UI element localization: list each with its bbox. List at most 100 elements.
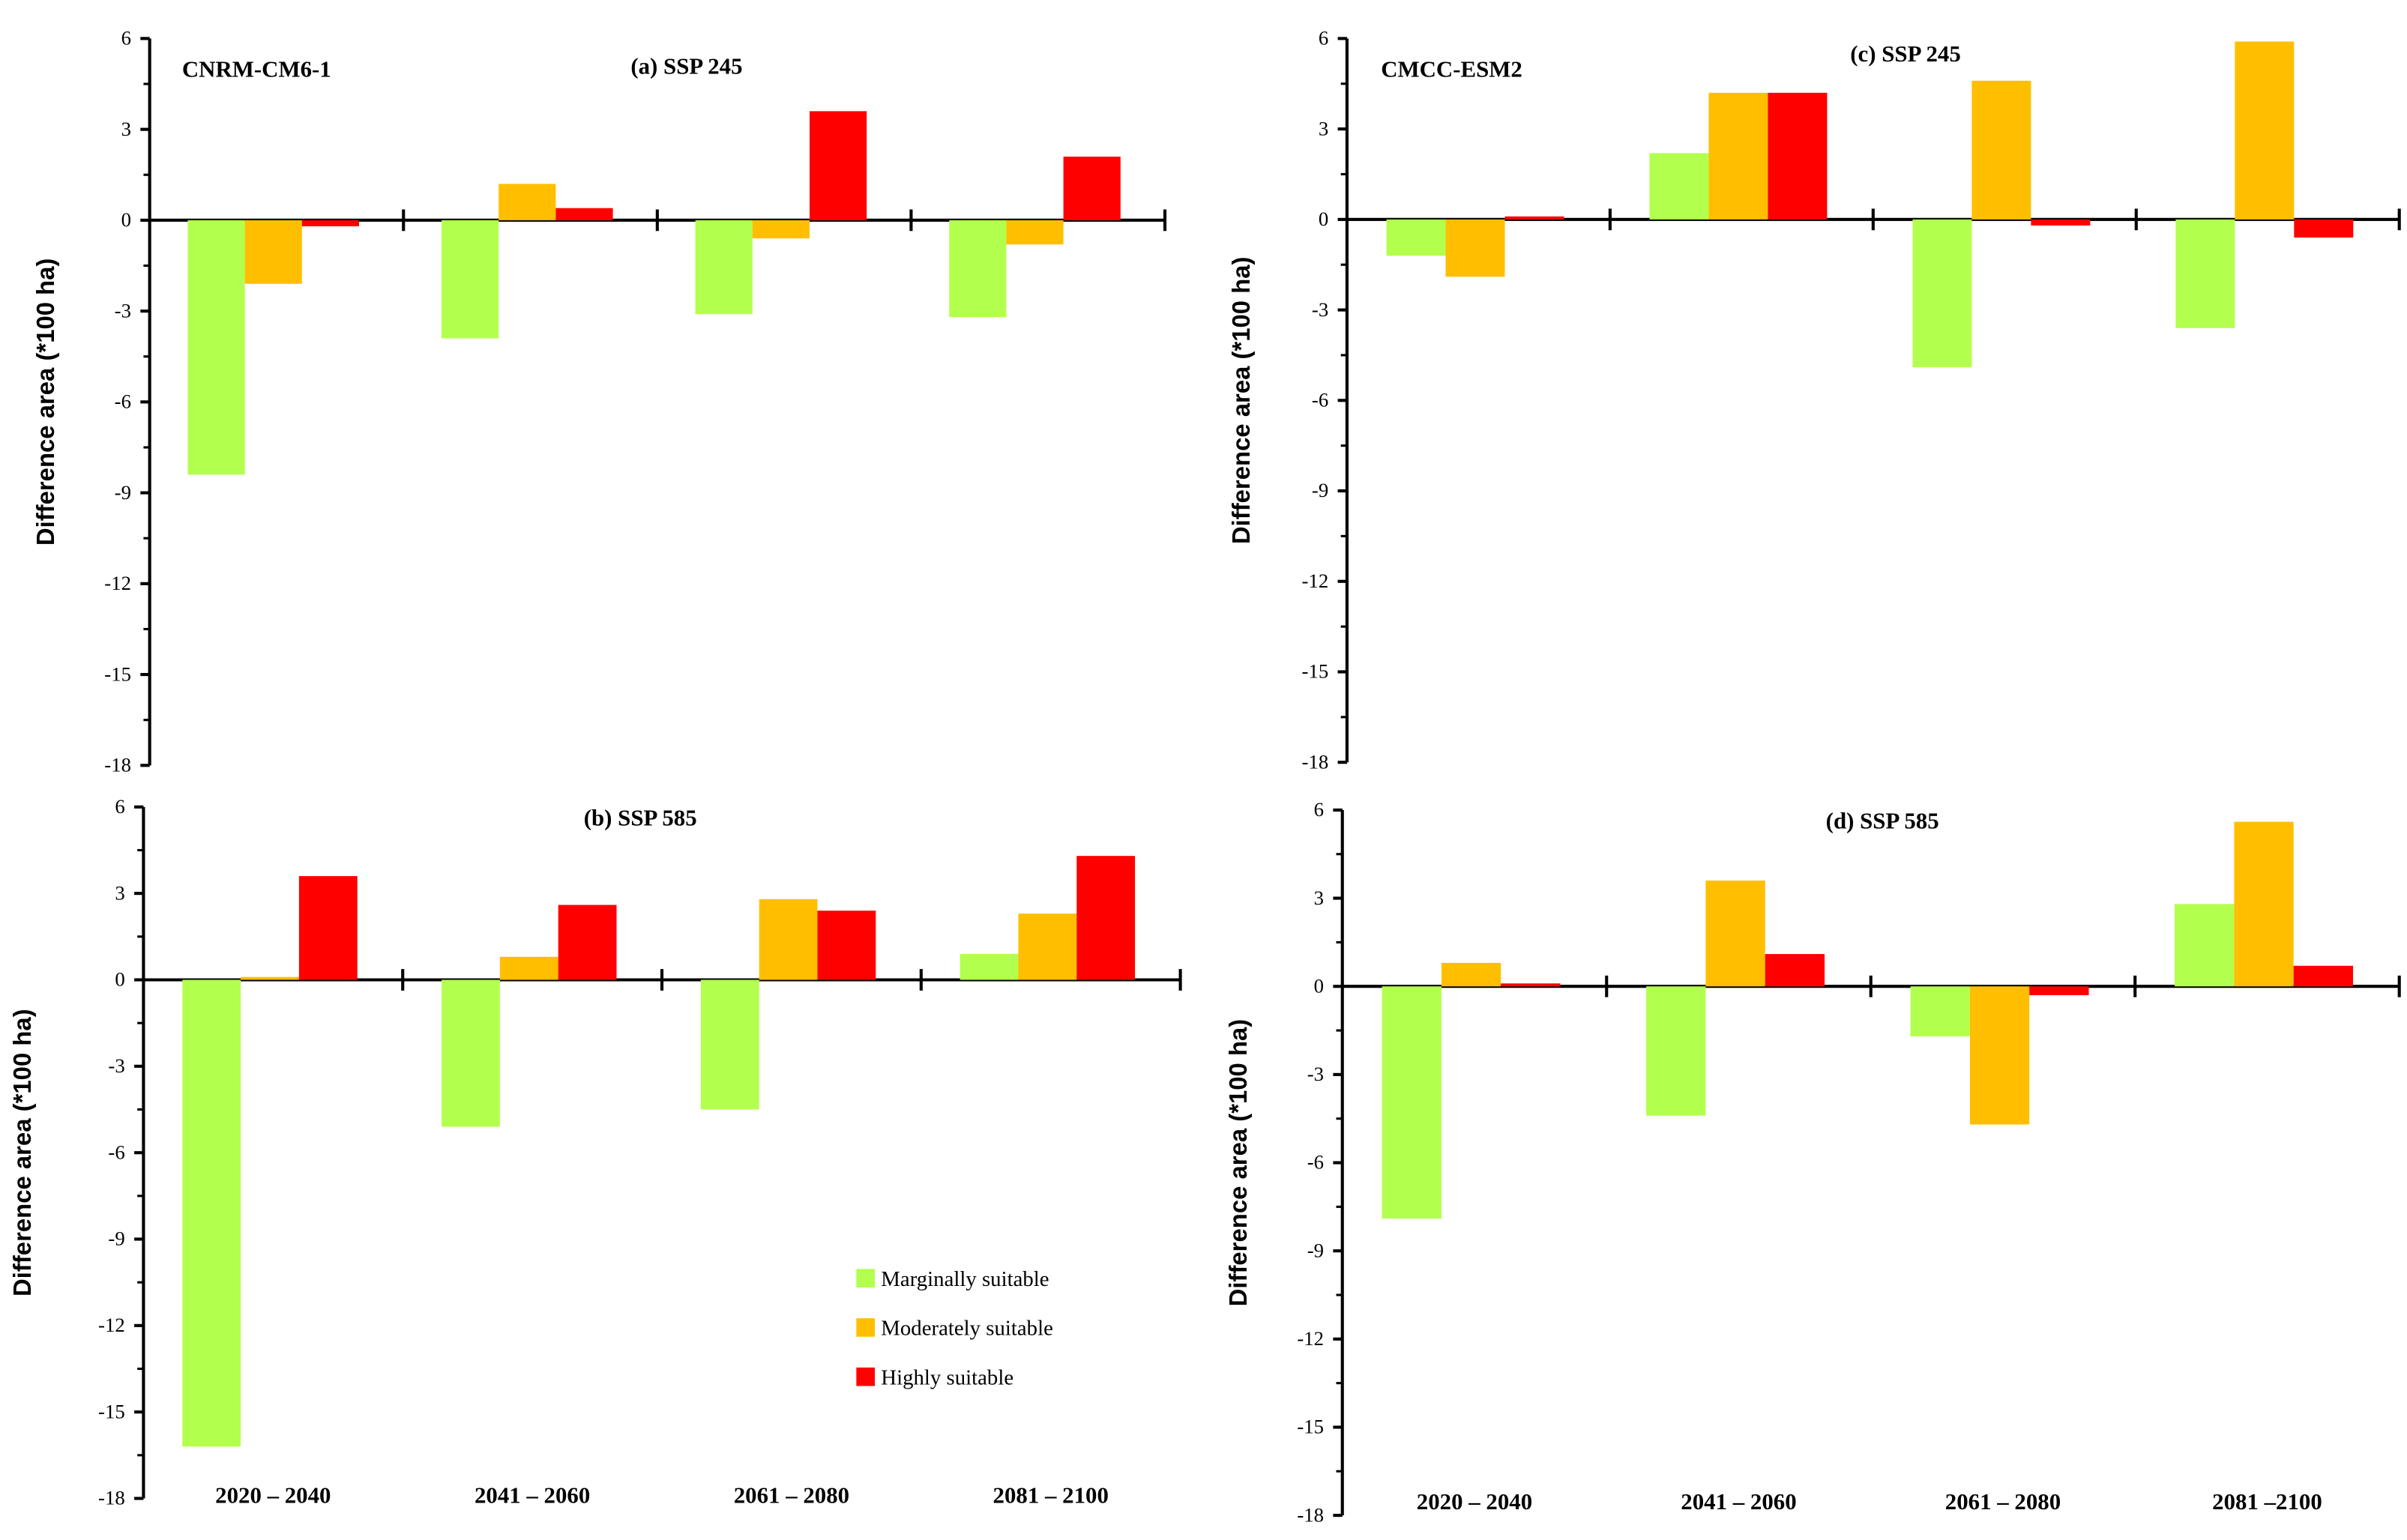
bar-highly-suitable [555, 208, 613, 220]
model-label: CMCC-ESM2 [1381, 57, 1522, 82]
legend-label: Moderately suitable [881, 1317, 1053, 1341]
y-tick-label: -9 [115, 481, 131, 504]
y-tick-label: -3 [115, 299, 131, 321]
bar-highly-suitable [1768, 92, 1828, 220]
bar-highly-suitable [1501, 983, 1561, 987]
y-tick-label: 6 [1319, 27, 1328, 49]
legend: Marginally suitable Moderately suitable Hi… [856, 1267, 1053, 1389]
y-tick-label: -9 [108, 1228, 124, 1250]
legend-label: Highly suitable [881, 1365, 1013, 1389]
legend-swatch [856, 1367, 876, 1386]
y-tick-label: -9 [1307, 1239, 1324, 1261]
bar-marginally-suitable [182, 979, 241, 1447]
y-tick-label: -15 [1302, 660, 1329, 683]
bar-highly-suitable [298, 876, 358, 980]
y-axis-label: Difference area (*100 ha) [1227, 256, 1255, 544]
bar-moderately-suitable [1705, 881, 1765, 987]
y-tick-label: -18 [104, 754, 131, 776]
legend-label: Marginally suitable [881, 1267, 1049, 1291]
bar-moderately-suitable [1006, 220, 1064, 245]
y-tick-label: -15 [98, 1400, 125, 1422]
y-tick-label: -9 [1312, 479, 1328, 501]
panel-title: (c) SSP 245 [1850, 41, 1960, 67]
y-tick-label: 0 [121, 208, 131, 231]
y-tick-label: -6 [108, 1141, 124, 1163]
bar-moderately-suitable [1971, 80, 2031, 220]
panel-title: (a) SSP 245 [630, 54, 742, 79]
bar-marginally-suitable [700, 979, 759, 1110]
bar-moderately-suitable [752, 220, 810, 239]
x-category-label: 2081 – 2100 [993, 1483, 1109, 1509]
x-category-label: 2020 – 2040 [1417, 1489, 1532, 1515]
bar-marginally-suitable [442, 220, 499, 339]
bar-marginally-suitable [187, 220, 245, 475]
y-axis-label: Difference area (*100 ha) [31, 259, 59, 546]
x-category-label: 2041 – 2060 [1681, 1489, 1796, 1515]
y-tick-label: -18 [1297, 1503, 1324, 1526]
y-tick-label: -3 [1312, 298, 1328, 321]
bar-highly-suitable [2294, 219, 2354, 238]
bar-highly-suitable [817, 911, 876, 980]
y-tick-label: 6 [115, 795, 124, 818]
panel-c: 6 3 0 -3 -6 -9 -12 -15 -18 (c) SSP 245 CMCC-ESM2 Di… [1227, 27, 2401, 773]
y-tick-label: -3 [108, 1054, 124, 1077]
x-category-label: 2061 – 2080 [734, 1483, 849, 1509]
bar-highly-suitable [2293, 965, 2354, 987]
bar-marginally-suitable [960, 953, 1019, 980]
bar-moderately-suitable [1969, 986, 2030, 1125]
y-tick-label: 0 [1314, 974, 1324, 997]
y-tick-label: -6 [1312, 389, 1328, 411]
y-tick-label: 3 [121, 118, 131, 140]
bar-marginally-suitable [1912, 219, 1972, 368]
y-tick-label: -12 [1302, 570, 1329, 592]
y-tick-label: -12 [98, 1314, 125, 1336]
y-tick-label: 6 [121, 27, 131, 49]
bar-moderately-suitable [244, 220, 302, 284]
x-category-label: 2041 – 2060 [475, 1483, 590, 1509]
bar-moderately-suitable [1018, 914, 1077, 980]
bar-moderately-suitable [1445, 219, 1505, 277]
y-tick-label: -12 [104, 572, 131, 594]
bar-marginally-suitable [1386, 219, 1446, 256]
bar-moderately-suitable [1441, 962, 1501, 987]
panel-a: 6 3 0 -3 -6 -9 -12 -15 -18 (a) SSP 245 CNRM-CM6-1 D… [31, 27, 1167, 776]
bar-marginally-suitable [1649, 153, 1709, 220]
bar-marginally-suitable [442, 979, 500, 1127]
bar-highly-suitable [810, 111, 867, 220]
panel-title: (b) SSP 585 [584, 806, 697, 831]
y-tick-label: -6 [115, 390, 131, 413]
y-axis-label: Difference area (*100 ha) [1224, 1019, 1252, 1307]
panel-d: 6 3 0 -3 -6 -9 -12 -15 -18 2020 – 2040 2041 – 2060… [1224, 798, 2401, 1526]
bar-marginally-suitable [2175, 904, 2235, 987]
bar-marginally-suitable [695, 220, 753, 315]
bar-marginally-suitable [1382, 986, 1442, 1219]
bar-highly-suitable [1765, 954, 1825, 987]
bar-highly-suitable [301, 220, 359, 226]
y-axis-label: Difference area (*100 ha) [8, 1009, 36, 1296]
panel-title: (d) SSP 585 [1826, 809, 1939, 834]
x-category-label: 2020 – 2040 [215, 1483, 331, 1509]
y-tick-label: -15 [1297, 1416, 1324, 1438]
bar-moderately-suitable [759, 899, 818, 980]
y-tick-label: -12 [1297, 1327, 1324, 1350]
bar-highly-suitable [2031, 219, 2091, 226]
y-tick-label: 6 [1314, 798, 1324, 821]
y-tick-label: 0 [115, 968, 124, 991]
bar-moderately-suitable [499, 956, 558, 980]
bar-moderately-suitable [1708, 92, 1768, 220]
y-tick-label: 3 [1314, 887, 1324, 909]
y-tick-label: -15 [104, 662, 131, 685]
bar-moderately-suitable [2235, 41, 2295, 220]
legend-swatch [856, 1318, 876, 1337]
y-tick-label: -3 [1307, 1063, 1324, 1085]
bar-marginally-suitable [1910, 986, 1970, 1036]
bar-highly-suitable [558, 905, 617, 980]
y-tick-label: -18 [1302, 750, 1329, 773]
bar-marginally-suitable [1646, 986, 1706, 1116]
y-tick-label: -18 [98, 1487, 125, 1509]
bar-moderately-suitable [2234, 821, 2294, 987]
bar-marginally-suitable [2175, 219, 2235, 328]
legend-swatch [856, 1269, 876, 1287]
panel-b: 6 3 0 -3 -6 -9 -12 -15 -18 2020 – 2040 2041 – 2060… [8, 795, 1182, 1509]
